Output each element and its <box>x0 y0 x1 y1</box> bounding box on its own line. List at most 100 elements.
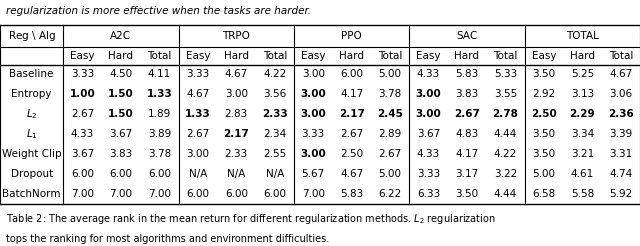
Text: 6.33: 6.33 <box>417 189 440 199</box>
Text: 4.67: 4.67 <box>186 90 209 99</box>
Text: 4.44: 4.44 <box>494 189 517 199</box>
Text: 2.45: 2.45 <box>377 109 403 119</box>
Text: 1.50: 1.50 <box>108 90 134 99</box>
Text: 3.21: 3.21 <box>571 149 594 159</box>
Text: 4.67: 4.67 <box>225 69 248 79</box>
Text: 6.00: 6.00 <box>186 189 209 199</box>
Text: 4.74: 4.74 <box>609 169 632 179</box>
Text: A2C: A2C <box>111 31 132 41</box>
Text: 3.13: 3.13 <box>571 90 594 99</box>
Text: 7.00: 7.00 <box>148 189 171 199</box>
Text: Reg $\backslash$ Alg: Reg $\backslash$ Alg <box>8 29 56 43</box>
Text: Weight Clip: Weight Clip <box>2 149 61 159</box>
Text: 6.22: 6.22 <box>378 189 402 199</box>
Text: 4.17: 4.17 <box>456 149 479 159</box>
Text: SAC: SAC <box>456 31 477 41</box>
Text: 2.17: 2.17 <box>223 129 249 139</box>
Text: 3.00: 3.00 <box>300 90 326 99</box>
Text: 2.50: 2.50 <box>340 149 364 159</box>
Text: 2.67: 2.67 <box>378 149 402 159</box>
Text: 4.50: 4.50 <box>109 69 132 79</box>
Text: 2.17: 2.17 <box>339 109 365 119</box>
Text: Easy: Easy <box>301 50 326 61</box>
Text: 2.33: 2.33 <box>262 109 287 119</box>
Text: 3.67: 3.67 <box>71 149 94 159</box>
Text: 3.56: 3.56 <box>263 90 286 99</box>
Text: 1.33: 1.33 <box>147 90 172 99</box>
Text: N/A: N/A <box>266 169 284 179</box>
Text: 3.31: 3.31 <box>609 149 632 159</box>
Text: 3.00: 3.00 <box>300 109 326 119</box>
Text: Total: Total <box>262 50 287 61</box>
Text: 7.00: 7.00 <box>109 189 132 199</box>
Text: 6.00: 6.00 <box>71 169 94 179</box>
Text: Total: Total <box>378 50 403 61</box>
Text: Entropy: Entropy <box>12 90 52 99</box>
Text: 2.33: 2.33 <box>225 149 248 159</box>
Text: Hard: Hard <box>224 50 249 61</box>
Text: PPO: PPO <box>341 31 362 41</box>
Text: Easy: Easy <box>532 50 556 61</box>
Text: 3.33: 3.33 <box>417 169 440 179</box>
Text: N/A: N/A <box>227 169 246 179</box>
Text: 3.83: 3.83 <box>109 149 132 159</box>
Text: Hard: Hard <box>108 50 134 61</box>
Text: 3.78: 3.78 <box>378 90 402 99</box>
Text: 2.78: 2.78 <box>493 109 518 119</box>
Text: 3.39: 3.39 <box>609 129 632 139</box>
Text: 4.83: 4.83 <box>456 129 479 139</box>
Text: 5.00: 5.00 <box>379 169 401 179</box>
Text: 3.33: 3.33 <box>301 129 325 139</box>
Text: TRPO: TRPO <box>222 31 250 41</box>
Text: 4.22: 4.22 <box>263 69 286 79</box>
Text: 4.67: 4.67 <box>609 69 632 79</box>
Text: 3.34: 3.34 <box>571 129 594 139</box>
Text: 2.83: 2.83 <box>225 109 248 119</box>
Text: Easy: Easy <box>186 50 210 61</box>
Text: 1.00: 1.00 <box>70 90 95 99</box>
Text: 3.83: 3.83 <box>456 90 479 99</box>
Text: Hard: Hard <box>454 50 479 61</box>
Text: Dropout: Dropout <box>10 169 52 179</box>
Text: 3.33: 3.33 <box>186 69 209 79</box>
Text: 5.25: 5.25 <box>571 69 594 79</box>
Text: 2.55: 2.55 <box>263 149 286 159</box>
Text: TOTAL: TOTAL <box>566 31 599 41</box>
Text: $L_2$: $L_2$ <box>26 108 38 121</box>
Text: 3.89: 3.89 <box>148 129 171 139</box>
Text: 2.34: 2.34 <box>263 129 286 139</box>
Text: 6.00: 6.00 <box>225 189 248 199</box>
Text: 3.78: 3.78 <box>148 149 171 159</box>
Text: Baseline: Baseline <box>10 69 54 79</box>
Text: 3.00: 3.00 <box>300 149 326 159</box>
Text: 2.36: 2.36 <box>608 109 634 119</box>
Text: 2.29: 2.29 <box>570 109 595 119</box>
Text: regularization is more effective when the tasks are harder.: regularization is more effective when th… <box>6 6 312 16</box>
Text: N/A: N/A <box>189 169 207 179</box>
Text: Hard: Hard <box>570 50 595 61</box>
Text: 7.00: 7.00 <box>71 189 94 199</box>
Text: 2.67: 2.67 <box>71 109 94 119</box>
Text: 3.17: 3.17 <box>456 169 479 179</box>
Text: 5.83: 5.83 <box>340 189 364 199</box>
Text: 4.33: 4.33 <box>417 69 440 79</box>
Text: 4.33: 4.33 <box>71 129 94 139</box>
Text: 3.06: 3.06 <box>609 90 632 99</box>
Text: Easy: Easy <box>70 50 95 61</box>
Text: 1.50: 1.50 <box>108 109 134 119</box>
Text: 2.67: 2.67 <box>454 109 480 119</box>
Text: Table 2: The average rank in the mean return for different regularization method: Table 2: The average rank in the mean re… <box>6 212 496 226</box>
Text: 5.00: 5.00 <box>379 69 401 79</box>
Text: 5.92: 5.92 <box>609 189 632 199</box>
Text: 3.50: 3.50 <box>532 129 556 139</box>
Text: 2.92: 2.92 <box>532 90 556 99</box>
Text: 1.33: 1.33 <box>185 109 211 119</box>
Text: 3.22: 3.22 <box>494 169 517 179</box>
Text: 4.67: 4.67 <box>340 169 364 179</box>
Text: 5.33: 5.33 <box>494 69 517 79</box>
Text: Total: Total <box>147 50 172 61</box>
Text: 4.22: 4.22 <box>494 149 517 159</box>
Text: 3.00: 3.00 <box>415 90 442 99</box>
Text: Total: Total <box>493 50 518 61</box>
Text: 2.67: 2.67 <box>340 129 364 139</box>
